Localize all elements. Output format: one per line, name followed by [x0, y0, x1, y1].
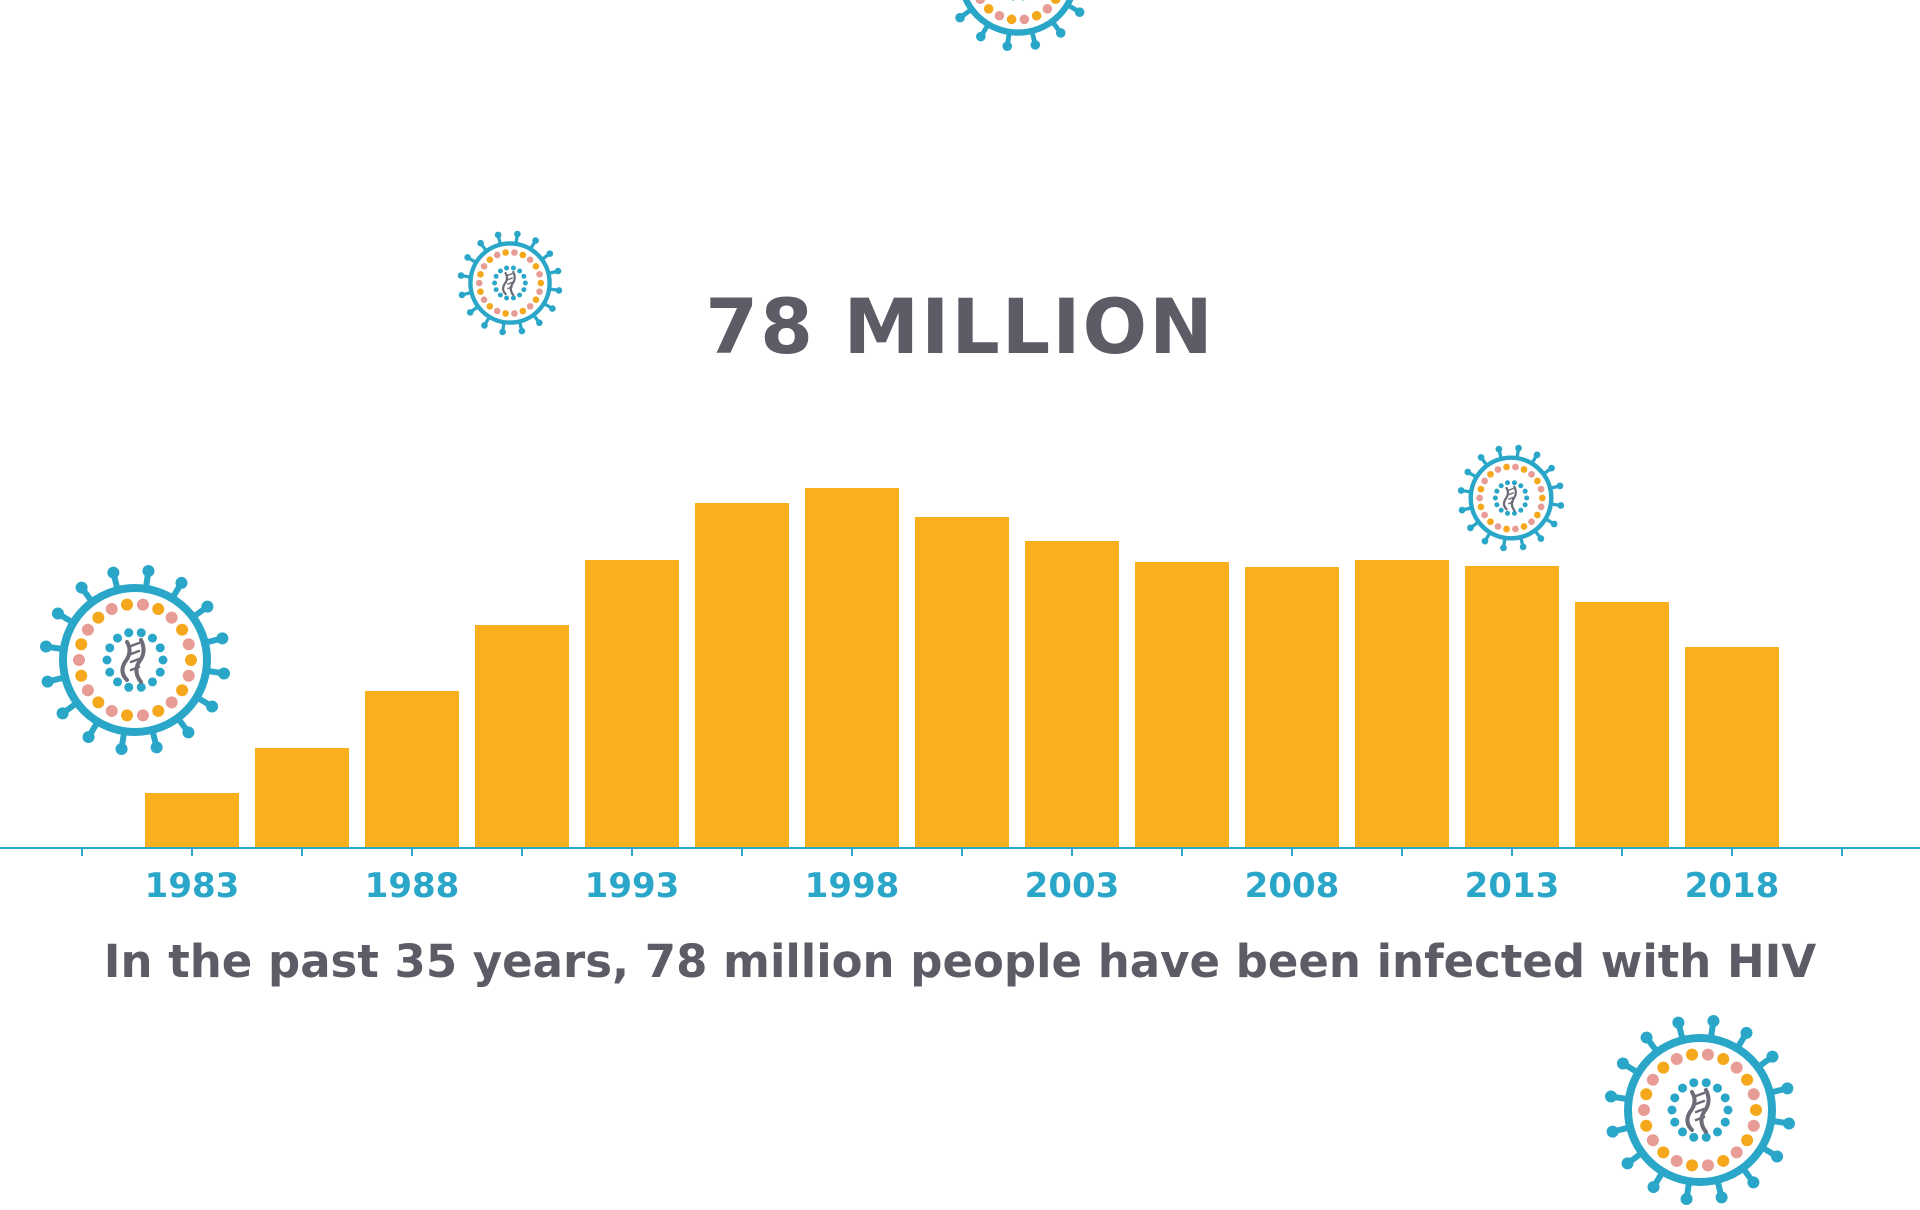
bar-1985.5: [255, 748, 349, 848]
bar-2013: [1465, 566, 1559, 848]
bar-1993: [585, 560, 679, 848]
x-tick-label: 1988: [365, 866, 460, 906]
x-axis-ticks: [0, 848, 1920, 856]
bar-2018: [1685, 647, 1779, 848]
bar-1995.5: [695, 503, 789, 848]
x-tick-label: 1993: [585, 866, 680, 906]
virus-icon: [35, 560, 235, 760]
bar-1988: [365, 691, 459, 848]
virus-icon: [1600, 1010, 1800, 1210]
bar-2010.5: [1355, 560, 1449, 848]
x-tick-label: 1998: [805, 866, 900, 906]
chart-caption: In the past 35 years, 78 million people …: [0, 935, 1920, 988]
bar-2008: [1245, 567, 1339, 848]
x-tick-label: 2008: [1245, 866, 1340, 906]
bar-1990.5: [475, 625, 569, 848]
virus-icon: [1455, 442, 1567, 554]
bar-2005.5: [1135, 562, 1229, 848]
x-tick-label: 2013: [1465, 866, 1560, 906]
x-tick-label: 2003: [1025, 866, 1120, 906]
x-axis-labels: 1983 1988 1993 1998 2003 2008 2013 2018: [145, 866, 1780, 906]
bar-2000.5: [915, 517, 1009, 848]
bar-chart: 1983 1988 1993 1998 2003 2008 2013 2018: [0, 0, 1920, 1080]
bar-1983: [145, 793, 239, 848]
bar-2015.5: [1575, 602, 1669, 848]
virus-icon: [938, 0, 1098, 55]
bar-2003: [1025, 541, 1119, 848]
x-tick-label: 1983: [145, 866, 240, 906]
bar-1998: [805, 488, 899, 848]
x-tick-label: 2018: [1685, 866, 1780, 906]
virus-icon: [455, 228, 565, 338]
